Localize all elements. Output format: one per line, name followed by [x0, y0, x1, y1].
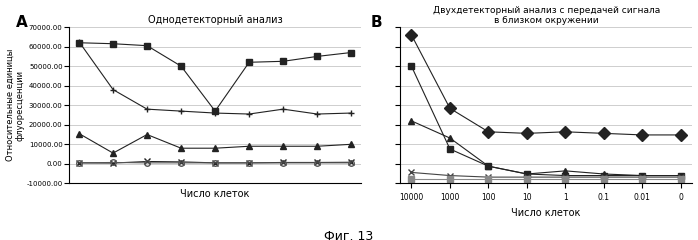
X-axis label: Число клеток: Число клеток — [512, 208, 581, 218]
Title: Двухдетекторный анализ с передачей сигнала
в близком окружении: Двухдетекторный анализ с передачей сигна… — [433, 6, 660, 25]
X-axis label: Число клеток: Число клеток — [181, 189, 250, 199]
Title: Однодетекторный анализ: Однодетекторный анализ — [148, 15, 283, 25]
Y-axis label: Относительные единицы
флуоресценции: Относительные единицы флуоресценции — [6, 49, 25, 162]
Text: B: B — [371, 15, 383, 30]
Text: A: A — [16, 15, 28, 30]
Text: Фиг. 13: Фиг. 13 — [325, 230, 373, 240]
